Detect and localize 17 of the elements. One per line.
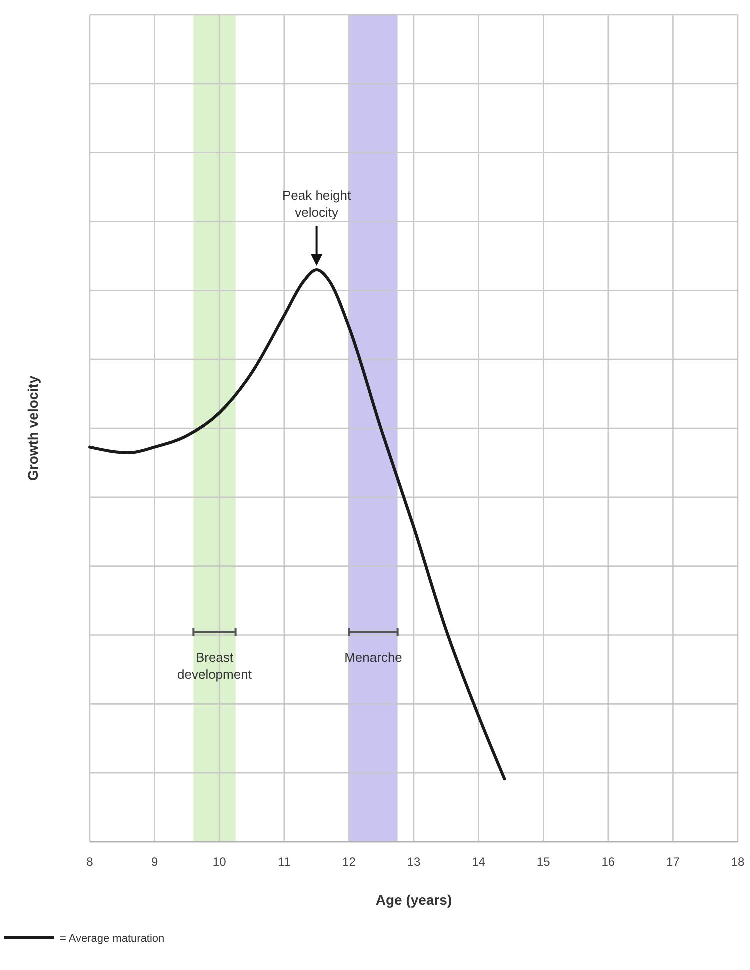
x-tick-label: 15 <box>536 855 551 869</box>
x-tick-label: 18 <box>731 855 745 869</box>
text: Peak height velocity <box>282 188 352 220</box>
y-axis-title: Growth velocity <box>25 376 41 482</box>
x-axis-title: Age (years) <box>376 892 452 908</box>
x-tick-label: 10 <box>212 855 227 869</box>
x-tick-label: 17 <box>666 855 680 869</box>
text: = Average maturation <box>60 933 165 945</box>
x-tick-label: 16 <box>602 855 616 869</box>
x-tick-label: 13 <box>407 855 421 869</box>
band-label: Breast development <box>178 650 252 682</box>
band-label: Menarche <box>344 650 402 665</box>
x-tick-label: 8 <box>86 855 94 869</box>
x-tick-label: 9 <box>151 855 158 869</box>
x-tick-label: 12 <box>342 855 356 869</box>
x-tick-label: 11 <box>278 855 291 869</box>
x-tick-label: 14 <box>472 855 486 869</box>
